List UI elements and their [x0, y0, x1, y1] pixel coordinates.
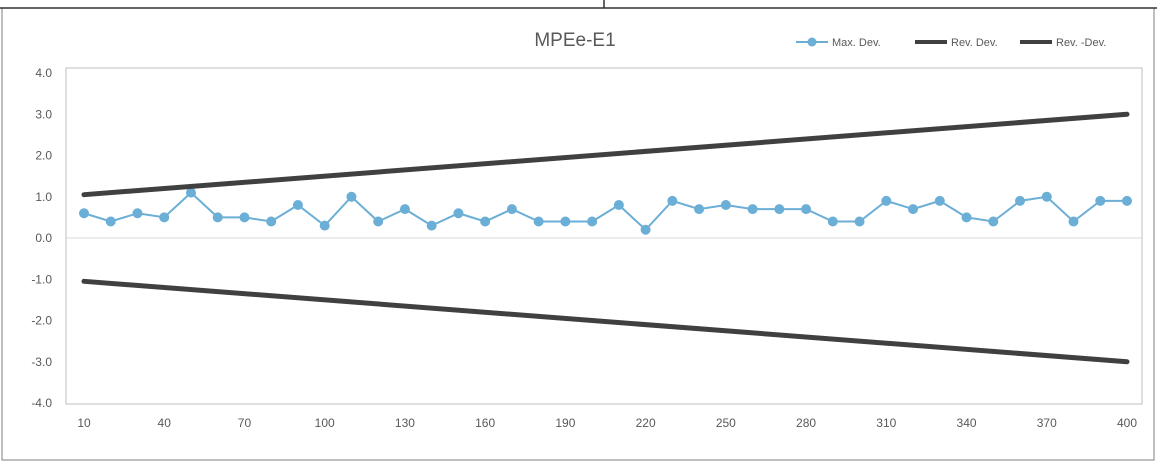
series-0 [79, 187, 1132, 235]
y-tick-label: -1.0 [31, 272, 52, 286]
data-point [212, 212, 223, 223]
x-tick-label: 220 [636, 416, 656, 430]
data-point [774, 204, 785, 215]
data-point [587, 216, 598, 227]
data-point [560, 216, 571, 227]
data-point [827, 216, 838, 227]
data-point [881, 195, 892, 206]
chart-title: MPEe-E1 [534, 30, 615, 51]
plot-area [65, 67, 1143, 405]
x-tick-label: 280 [796, 416, 816, 430]
x-axis-tick-labels: 10 40 70 100 130 160 190 220 250 280 310 340 370 400 [77, 416, 1137, 430]
series-1 [81, 111, 1130, 198]
y-tick-label: -4.0 [31, 396, 52, 410]
data-point [105, 216, 116, 227]
legend-label: Rev. Dev. [951, 37, 998, 49]
legend: Max. Dev. Rev. Dev. Rev. -Dev. [796, 37, 1106, 49]
data-point [79, 208, 89, 219]
legend-item: Max. Dev. [796, 37, 881, 49]
outer-border [1, 7, 1155, 461]
x-tick-label: 190 [555, 416, 575, 430]
y-tick-label: 4.0 [35, 66, 52, 80]
legend-swatch-marker [807, 37, 817, 47]
data-point [399, 204, 410, 215]
legend-label: Max. Dev. [832, 37, 881, 49]
y-axis-tick-labels: 4.0 3.0 2.0 1.0 0.0 -1.0 -2.0 -3.0 -4.0 [31, 66, 52, 410]
data-point [961, 212, 972, 223]
legend-label: Rev. -Dev. [1056, 37, 1106, 49]
data-point [667, 195, 678, 206]
data-point [934, 195, 945, 206]
data-point [747, 204, 758, 215]
data-point [613, 200, 624, 210]
legend-item: Rev. -Dev. [1020, 37, 1106, 49]
data-point [1095, 195, 1106, 206]
x-tick-label: 340 [957, 416, 977, 430]
data-point [266, 216, 277, 227]
y-tick-label: -3.0 [31, 355, 52, 369]
series-line [81, 111, 1130, 198]
data-point [694, 204, 705, 215]
y-tick-label: -2.0 [31, 314, 52, 328]
data-point [346, 191, 357, 202]
data-point [292, 200, 303, 210]
data-point [185, 187, 196, 198]
data-point [854, 216, 865, 227]
data-point [1068, 216, 1079, 227]
data-point [1041, 191, 1052, 202]
data-point [640, 224, 651, 235]
y-tick-label: 0.0 [35, 231, 52, 245]
x-tick-label: 40 [158, 416, 172, 430]
y-tick-label: 1.0 [35, 190, 52, 204]
x-tick-label: 310 [876, 416, 896, 430]
legend-item: Rev. Dev. [915, 37, 998, 49]
data-point [132, 208, 143, 219]
data-point [533, 216, 544, 227]
data-point [1122, 195, 1132, 206]
x-tick-label: 400 [1117, 416, 1137, 430]
series-2 [81, 278, 1130, 365]
x-tick-label: 70 [238, 416, 252, 430]
x-tick-label: 370 [1037, 416, 1057, 430]
x-tick-label: 160 [475, 416, 495, 430]
x-tick-label: 10 [77, 416, 91, 430]
y-tick-label: 3.0 [35, 107, 52, 121]
series-line [83, 191, 1128, 232]
data-point [426, 220, 437, 231]
series-layer [79, 111, 1132, 365]
series-line [81, 278, 1130, 365]
data-point [506, 204, 517, 215]
data-point [159, 212, 170, 223]
x-tick-label: 250 [716, 416, 736, 430]
data-point [453, 208, 464, 219]
data-point [908, 204, 919, 215]
x-tick-label: 130 [395, 416, 415, 430]
data-point [239, 212, 250, 223]
data-point [319, 220, 330, 231]
y-tick-label: 2.0 [35, 149, 52, 163]
data-point [480, 216, 491, 227]
data-point [373, 216, 384, 227]
data-point [801, 204, 812, 215]
data-point [988, 216, 999, 227]
x-tick-label: 100 [315, 416, 335, 430]
data-point [720, 200, 731, 210]
data-point [1015, 195, 1026, 206]
